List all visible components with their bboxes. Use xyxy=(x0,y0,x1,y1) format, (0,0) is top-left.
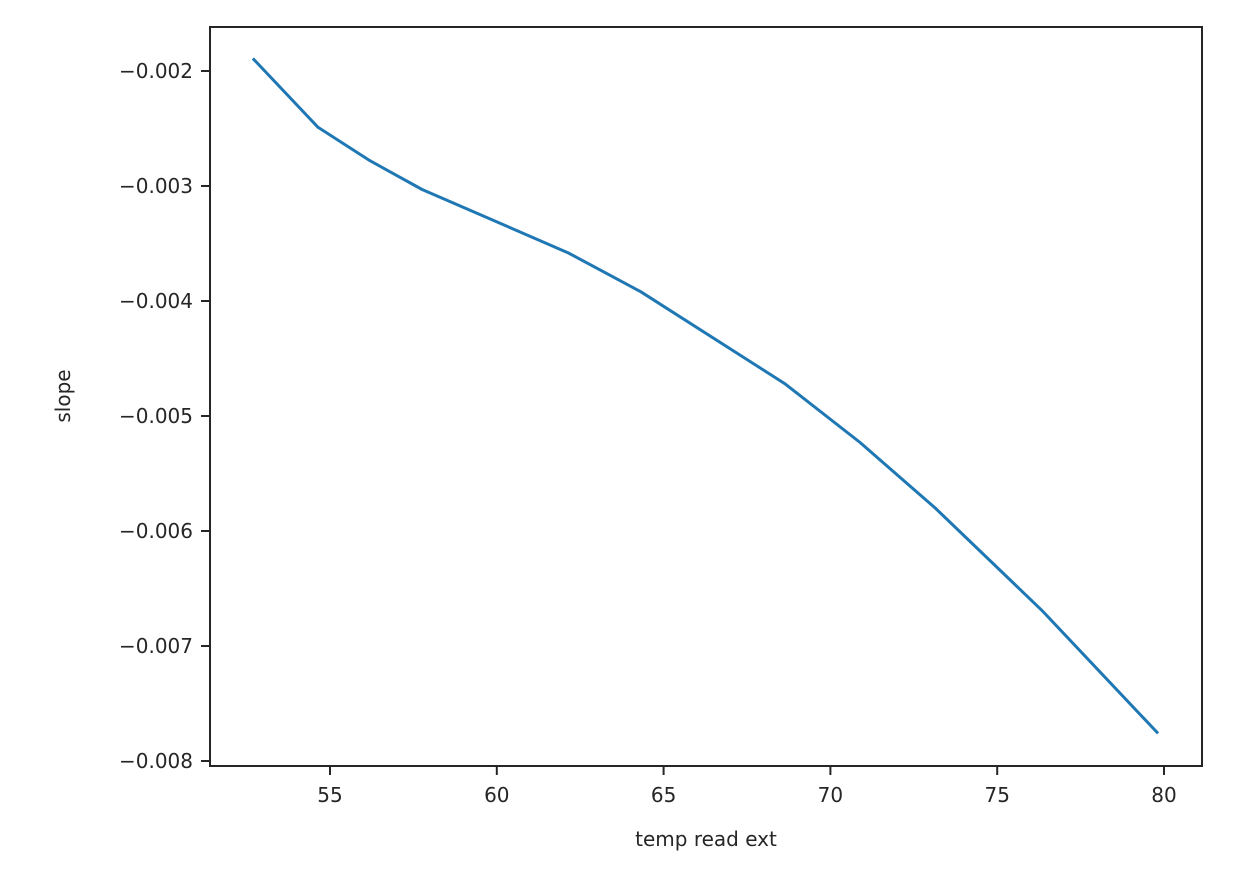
series-line-0 xyxy=(251,57,1160,735)
x-tick-label: 70 xyxy=(818,783,843,807)
x-tick-label: 55 xyxy=(317,783,342,807)
x-axis-label: temp read ext xyxy=(635,827,777,851)
y-axis-label: slope xyxy=(51,369,75,422)
x-axis-ticks: 55 60 65 70 75 80 xyxy=(317,766,1177,807)
x-tick-label: 60 xyxy=(484,783,509,807)
y-tick-label: −0.005 xyxy=(119,404,193,428)
series-layer xyxy=(251,57,1160,735)
y-axis-ticks: −0.002 −0.003 −0.004 −0.005 −0.006 −0.007 −0.0… xyxy=(119,59,210,773)
y-tick-label: −0.003 xyxy=(119,174,193,198)
y-tick-label: −0.004 xyxy=(119,289,193,313)
x-tick-label: 65 xyxy=(651,783,676,807)
x-tick-label: 75 xyxy=(984,783,1009,807)
axes-frame xyxy=(209,26,1203,767)
y-tick-label: −0.007 xyxy=(119,634,193,658)
y-tick-label: −0.002 xyxy=(119,59,193,83)
y-tick-label: −0.008 xyxy=(119,749,193,773)
x-tick-label: 80 xyxy=(1151,783,1176,807)
y-tick-label: −0.006 xyxy=(119,519,193,543)
plot-area xyxy=(209,26,1203,767)
